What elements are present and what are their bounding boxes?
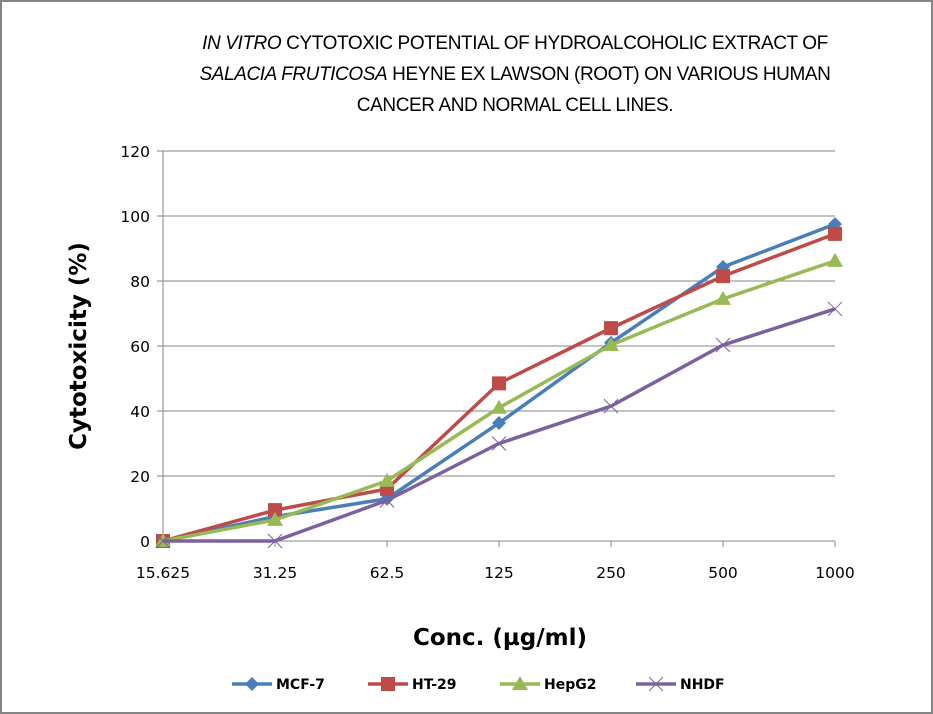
data-point xyxy=(379,472,395,487)
legend-item-nhdf: NHDF xyxy=(636,676,725,693)
legend-label: NHDF xyxy=(680,677,725,693)
data-point xyxy=(827,252,843,267)
legend-item-hepg2: HepG2 xyxy=(500,676,596,693)
data-point xyxy=(491,399,507,414)
data-point xyxy=(715,337,731,353)
data-point xyxy=(267,533,283,549)
legend-label: MCF-7 xyxy=(276,677,325,693)
y-tick-label: 100 xyxy=(120,208,150,226)
x-tick-label: 31.25 xyxy=(253,564,297,582)
data-point xyxy=(491,436,507,451)
x-axis-ticks: 15.625 31.25 62.5 125 250 500 1000 xyxy=(136,541,855,582)
chart-title-part: IN VITRO xyxy=(202,33,282,54)
data-point xyxy=(715,290,731,305)
chart-title-part: SALACIA FRUTICOSA xyxy=(199,64,388,85)
x-tick-label: 15.625 xyxy=(136,564,190,582)
legend-label: HT-29 xyxy=(412,677,457,693)
series-group xyxy=(155,217,843,549)
data-point xyxy=(492,376,506,391)
data-point xyxy=(603,337,619,352)
x-tick-label: 125 xyxy=(484,564,514,582)
data-point xyxy=(267,511,283,526)
legend-label: HepG2 xyxy=(544,677,596,693)
x-tick-label: 1000 xyxy=(815,564,854,582)
chart-title-part: CYTOTOXIC POTENTIAL OF HYDROALCOHOLIC EX… xyxy=(281,33,828,54)
y-tick-label: 120 xyxy=(120,143,150,161)
x-tick-label: 500 xyxy=(708,564,738,582)
data-point xyxy=(716,269,730,284)
data-point xyxy=(828,226,842,241)
x-axis-title: Conc. (µg/ml) xyxy=(413,625,587,651)
y-tick-label: 40 xyxy=(130,403,150,421)
y-tick-label: 0 xyxy=(140,533,150,551)
y-axis-title: Cytotoxicity (%) xyxy=(66,242,92,450)
legend-marker xyxy=(648,676,664,692)
chart-title-part: HEYNE EX LAWSON (ROOT) ON VARIOUS HUMAN xyxy=(387,64,831,85)
data-point xyxy=(827,301,843,317)
y-axis-ticks: 0 20 40 60 80 100 120 xyxy=(120,143,163,551)
series-nhdf xyxy=(155,301,843,549)
legend-marker xyxy=(381,677,395,691)
x-tick-label: 62.5 xyxy=(370,564,405,582)
data-point xyxy=(604,321,618,336)
legend: MCF-7 HT-29 HepG2 NHDF xyxy=(232,676,725,693)
series-hepg2 xyxy=(155,252,843,547)
data-point xyxy=(379,493,395,508)
x-tick-label: 250 xyxy=(596,564,626,582)
chart-title: IN VITRO CYTOTOXIC POTENTIAL OF HYDROALC… xyxy=(120,28,910,121)
legend-item-ht-29: HT-29 xyxy=(368,677,457,693)
legend-item-mcf-7: MCF-7 xyxy=(232,677,325,693)
data-point xyxy=(492,416,506,431)
chart-title-part: CANCER AND NORMAL CELL LINES. xyxy=(356,95,674,116)
legend-marker xyxy=(245,677,259,691)
data-point xyxy=(603,398,619,414)
series-ht-29 xyxy=(156,226,842,548)
data-point xyxy=(155,533,171,549)
y-tick-label: 80 xyxy=(130,273,150,291)
legend-marker xyxy=(512,676,528,690)
y-tick-label: 60 xyxy=(130,338,150,356)
y-tick-label: 20 xyxy=(130,468,150,486)
data-point xyxy=(268,503,282,518)
